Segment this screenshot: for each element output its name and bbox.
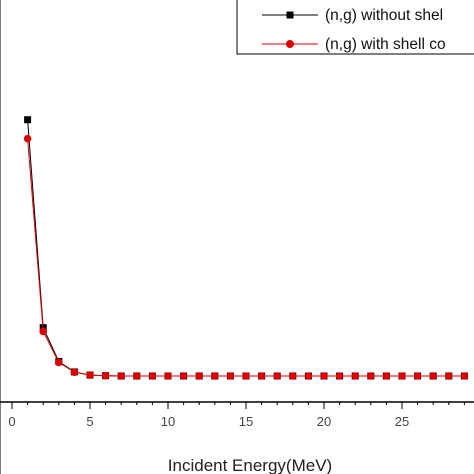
x-tick-label: 5 — [86, 414, 93, 429]
legend: (n,g) without shel (n,g) with shell co — [236, 0, 474, 55]
series-2-point — [242, 372, 250, 380]
series-2-point — [398, 372, 406, 380]
series-2-point — [55, 358, 63, 367]
x-tick-label: 25 — [395, 414, 409, 429]
series-2-point — [335, 372, 344, 380]
series-2-point — [367, 372, 375, 380]
series-2-point — [70, 368, 79, 377]
series-2-point — [211, 372, 219, 380]
series-1-line — [27, 119, 465, 377]
series-2-point — [23, 134, 32, 143]
series-2-point — [101, 371, 110, 380]
series-1-point — [24, 116, 32, 124]
series-2-point — [117, 372, 125, 380]
series-2-point — [164, 372, 172, 380]
series-2-point — [413, 372, 422, 380]
series-2-point — [179, 372, 188, 380]
series-2-point — [289, 372, 297, 380]
x-ticks — [11, 402, 465, 409]
series-2-point — [133, 372, 141, 380]
series-2-point — [304, 372, 313, 380]
series-2-point — [351, 372, 360, 380]
series-2-point — [320, 372, 328, 380]
series-1 — [24, 116, 468, 380]
legend-label-series-1: (n,g) without shel — [325, 7, 443, 24]
series-2-point — [257, 372, 266, 380]
x-tick-label: 20 — [317, 414, 331, 429]
x-axis-label: Incident Energy(MeV) — [168, 456, 332, 474]
plot-area — [23, 116, 469, 380]
x-tick-label: 15 — [239, 414, 253, 429]
series-2-point — [429, 372, 438, 380]
series-2-line — [27, 138, 465, 377]
series-2-point — [273, 372, 282, 380]
legend-label-series-2: (n,g) with shell co — [325, 36, 446, 53]
series-2-point — [39, 327, 47, 336]
series-2-point — [445, 372, 453, 380]
series-2 — [23, 134, 469, 380]
x-tick-labels: 0 5 10 15 20 25 — [8, 414, 409, 429]
x-tick-label: 10 — [161, 414, 175, 429]
series-2-point — [382, 372, 391, 380]
series-2-point — [460, 372, 469, 380]
series-2-point — [226, 372, 235, 380]
series-2-point — [195, 372, 203, 380]
x-tick-label: 0 — [8, 414, 15, 429]
legend-marker-series-2 — [286, 40, 294, 48]
legend-box — [236, 0, 474, 55]
series-2-point — [148, 372, 157, 380]
series-2-point — [86, 371, 94, 379]
legend-marker-series-1 — [286, 11, 294, 19]
